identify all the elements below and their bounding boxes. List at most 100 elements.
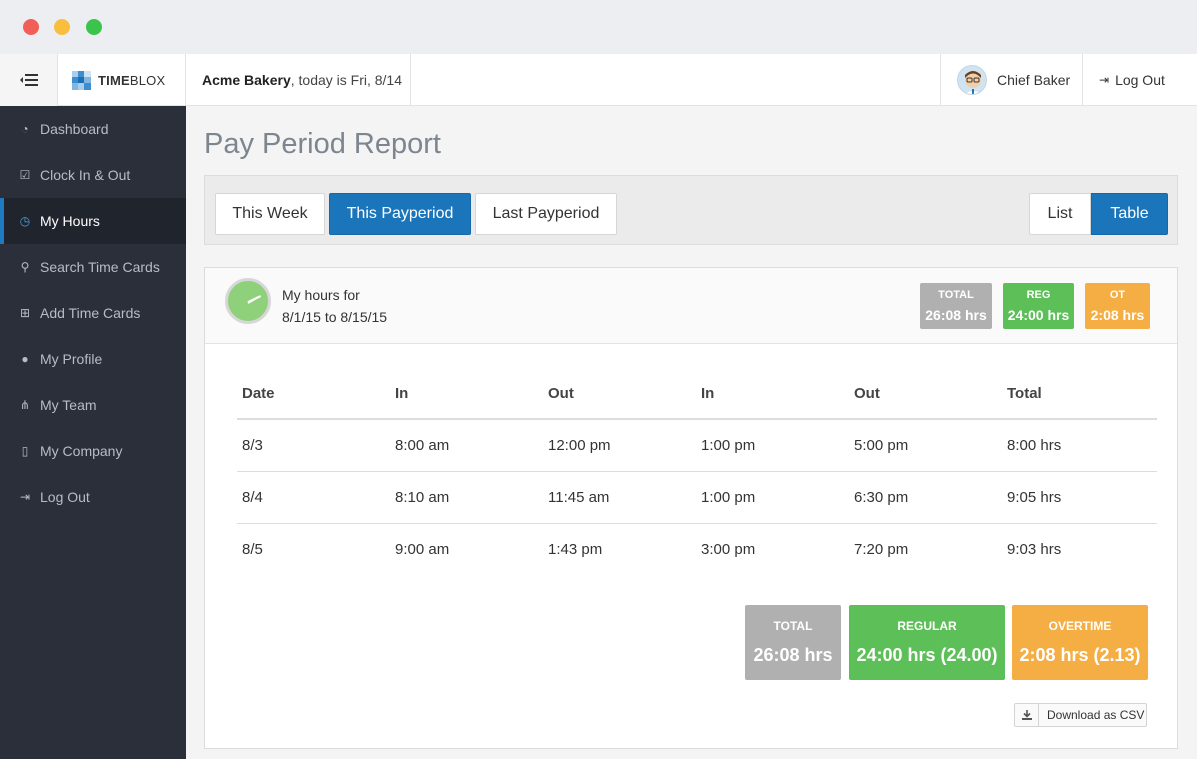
- sidebar-item-search-time-cards[interactable]: ⚲ Search Time Cards: [0, 244, 186, 290]
- table-row: 8/4 8:10 am 11:45 am 1:00 pm 6:30 pm 9:0…: [237, 471, 1157, 524]
- window-zoom-button[interactable]: [86, 19, 102, 35]
- cell-total: 8:00 hrs: [1002, 419, 1157, 472]
- user-menu[interactable]: Chief Baker: [940, 54, 1083, 106]
- column-header-out: Out: [849, 368, 1002, 420]
- company-name: Acme Bakery: [202, 72, 291, 88]
- sidebar-item-label: My Hours: [40, 213, 100, 229]
- sidebar-item-clock-in-out[interactable]: ☑ Clock In & Out: [0, 152, 186, 198]
- download-icon: [1015, 704, 1039, 726]
- summary-regular: REGULAR 24:00 hrs (24.00): [849, 605, 1005, 680]
- window-minimize-button[interactable]: [54, 19, 70, 35]
- hours-panel-header: My hours for 8/1/15 to 8/15/15 TOTAL 26:…: [205, 268, 1177, 344]
- header-logout-label: Log Out: [1115, 72, 1165, 88]
- column-header-date: Date: [237, 368, 390, 420]
- total-badge: TOTAL 26:08 hrs: [920, 283, 992, 329]
- window-close-button[interactable]: [23, 19, 39, 35]
- dashboard-icon: ◔: [21, 122, 29, 136]
- date-range: 8/1/15 to 8/15/15: [282, 309, 388, 325]
- hours-panel: My hours for 8/1/15 to 8/15/15 TOTAL 26:…: [204, 267, 1178, 749]
- regular-badge-label: REG: [1026, 289, 1051, 301]
- list-view-button[interactable]: List: [1029, 193, 1091, 235]
- sidebar-item-label: My Team: [40, 397, 97, 413]
- page-title: Pay Period Report: [204, 128, 441, 160]
- cell-out: 1:43 pm: [548, 540, 603, 558]
- cell-total: 9:05 hrs: [1002, 471, 1157, 524]
- column-header-in: In: [696, 368, 849, 420]
- company-context: Acme Bakery, today is Fri, 8/14: [186, 54, 411, 106]
- cell-date: 8/3: [237, 419, 390, 472]
- sidebar-item-label: Log Out: [40, 489, 90, 505]
- this-week-button[interactable]: This Week: [215, 193, 325, 235]
- sidebar-item-my-profile[interactable]: ● My Profile: [0, 336, 186, 382]
- sidebar-item-my-team[interactable]: ⋔ My Team: [0, 382, 186, 428]
- cell-out: 6:30 pm: [849, 471, 1002, 524]
- clock-icon: ◷: [19, 214, 31, 228]
- brand-logo[interactable]: TIMEBLOX: [58, 54, 186, 106]
- cell-in: 1:00 pm: [696, 471, 849, 524]
- cell-date: 8/4: [237, 471, 390, 524]
- building-icon: ▯: [21, 444, 29, 458]
- cell-out: 12:00 pm: [543, 419, 696, 472]
- cell-out: 11:45 am: [543, 471, 696, 524]
- summary-overtime-label: OVERTIME: [1048, 619, 1112, 633]
- table-view-button[interactable]: Table: [1091, 193, 1168, 235]
- sidebar-item-my-company[interactable]: ▯ My Company: [0, 428, 186, 474]
- sidebar-item-label: Add Time Cards: [40, 305, 141, 321]
- download-csv-label: Download as CSV: [1047, 708, 1145, 722]
- user-name: Chief Baker: [997, 72, 1071, 88]
- last-payperiod-button[interactable]: Last Payperiod: [475, 193, 617, 235]
- column-header-out: Out: [543, 368, 696, 420]
- sitemap-icon: ⋔: [19, 398, 31, 412]
- user-icon: ●: [21, 352, 29, 366]
- cell-out: 5:00 pm: [849, 419, 1002, 472]
- cell-date: 8/5: [242, 540, 263, 558]
- summary-total-value: 26:08 hrs: [753, 645, 833, 665]
- sidebar-toggle-button[interactable]: [0, 54, 58, 106]
- sidebar-item-my-hours[interactable]: ◷ My Hours: [0, 198, 186, 244]
- plus-square-icon: ⊞: [19, 306, 31, 320]
- table-row: 8/3 8:00 am 12:00 pm 1:00 pm 5:00 pm 8:0…: [237, 419, 1157, 472]
- column-header-in: In: [390, 368, 543, 420]
- sidebar-item-label: Search Time Cards: [40, 259, 160, 275]
- cell-out: 7:20 pm: [854, 540, 909, 558]
- cell-in: 9:00 am: [395, 540, 450, 558]
- header-logout-button[interactable]: ⇥ Log Out: [1083, 54, 1197, 106]
- total-badge-value: 26:08 hrs: [925, 307, 987, 323]
- main-content: Pay Period Report This Week This Payperi…: [186, 106, 1197, 759]
- timeblox-logo-icon: [72, 70, 91, 90]
- brand-name: TIMEBLOX: [98, 72, 166, 88]
- summary-total-label: TOTAL: [773, 619, 813, 633]
- table-header-row: Date In Out In Out Total: [237, 368, 1157, 420]
- sidebar-item-log-out[interactable]: ⇥ Log Out: [0, 474, 186, 520]
- summary-overtime-value: 2:08 hrs (2.13): [1019, 645, 1141, 665]
- regular-badge: REG 24:00 hrs: [1003, 283, 1074, 329]
- clock-icon: [225, 278, 271, 324]
- overtime-badge-label: OT: [1109, 289, 1126, 301]
- download-csv-button[interactable]: Download as CSV: [1014, 703, 1147, 727]
- this-payperiod-button[interactable]: This Payperiod: [329, 193, 471, 235]
- sign-out-icon: ⇥: [19, 490, 31, 504]
- regular-badge-value: 24:00 hrs: [1007, 307, 1070, 323]
- sidebar-item-label: Clock In & Out: [40, 167, 131, 183]
- summary-regular-value: 24:00 hrs (24.00): [856, 645, 998, 665]
- total-badge-label: TOTAL: [938, 289, 974, 301]
- period-filter-bar: This Week This Payperiod Last Payperiod …: [204, 175, 1178, 245]
- hours-period-label: My hours for 8/1/15 to 8/15/15: [282, 284, 387, 328]
- sidebar-item-dashboard[interactable]: ◔ Dashboard: [0, 106, 186, 152]
- column-header-total: Total: [1002, 368, 1157, 420]
- check-square-icon: ☑: [19, 168, 31, 182]
- search-icon: ⚲: [20, 260, 30, 274]
- summary-total: TOTAL 26:08 hrs: [745, 605, 841, 680]
- cell-in: 8:00 am: [390, 419, 543, 472]
- sign-out-icon: ⇥: [1099, 73, 1110, 87]
- top-header: TIMEBLOX Acme Bakery, today is Fri, 8/14…: [0, 54, 1197, 106]
- cell-in: 1:00 pm: [696, 419, 849, 472]
- summary-overtime: OVERTIME 2:08 hrs (2.13): [1012, 605, 1148, 680]
- sidebar-item-add-time-cards[interactable]: ⊞ Add Time Cards: [0, 290, 186, 336]
- hours-for-text: My hours for: [282, 287, 360, 303]
- window-titlebar: [0, 0, 1197, 54]
- avatar: [957, 65, 987, 95]
- menu-collapse-icon: [19, 74, 38, 86]
- sidebar-item-label: My Company: [40, 443, 123, 459]
- table-row: 8/5 9:00 am 1:43 pm 3:00 pm 7:20 pm 9:03…: [237, 523, 1157, 575]
